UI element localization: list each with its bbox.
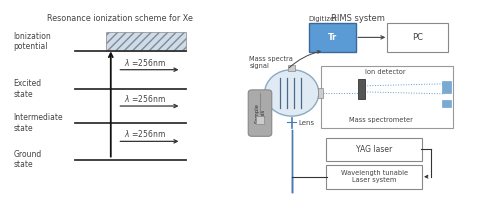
Text: $\lambda$ =256nm: $\lambda$ =256nm (124, 128, 166, 139)
FancyBboxPatch shape (387, 23, 448, 52)
Text: PC: PC (412, 33, 423, 42)
Bar (442, 81, 451, 93)
Text: YAG laser: YAG laser (356, 145, 392, 154)
Text: Wavelength tunable
Laser system: Wavelength tunable Laser system (340, 170, 408, 183)
Bar (256, 116, 264, 124)
FancyBboxPatch shape (0, 0, 230, 206)
FancyBboxPatch shape (326, 165, 422, 189)
Text: Resonance ionization scheme for Xe: Resonance ionization scheme for Xe (47, 14, 192, 23)
Text: Ion detector: Ion detector (365, 69, 405, 75)
Bar (107, 32, 186, 50)
Bar (442, 100, 451, 107)
Text: $\lambda$ =256nm: $\lambda$ =256nm (124, 57, 166, 68)
Text: Mass spectrometer: Mass spectrometer (349, 117, 413, 123)
Bar (358, 79, 365, 99)
Circle shape (264, 70, 319, 116)
FancyBboxPatch shape (326, 138, 422, 160)
Text: Ground
state: Ground state (13, 150, 42, 169)
FancyBboxPatch shape (310, 23, 357, 52)
FancyBboxPatch shape (248, 90, 272, 136)
Text: Ionization
potential: Ionization potential (13, 32, 51, 51)
Bar (318, 88, 324, 98)
FancyBboxPatch shape (235, 0, 480, 206)
FancyBboxPatch shape (321, 66, 453, 128)
Text: Mass spectra
signal: Mass spectra signal (250, 56, 293, 69)
Text: Tr: Tr (328, 33, 337, 42)
Text: $\lambda$ =256nm: $\lambda$ =256nm (124, 93, 166, 104)
Text: Intermediate
state: Intermediate state (13, 114, 63, 133)
Text: Lens: Lens (299, 120, 315, 126)
Text: RIMS system: RIMS system (331, 14, 384, 23)
Text: Digitizer: Digitizer (308, 16, 337, 22)
Text: Excited
state: Excited state (13, 79, 42, 98)
Text: Sample
gas: Sample gas (254, 103, 265, 123)
Bar (288, 65, 295, 71)
